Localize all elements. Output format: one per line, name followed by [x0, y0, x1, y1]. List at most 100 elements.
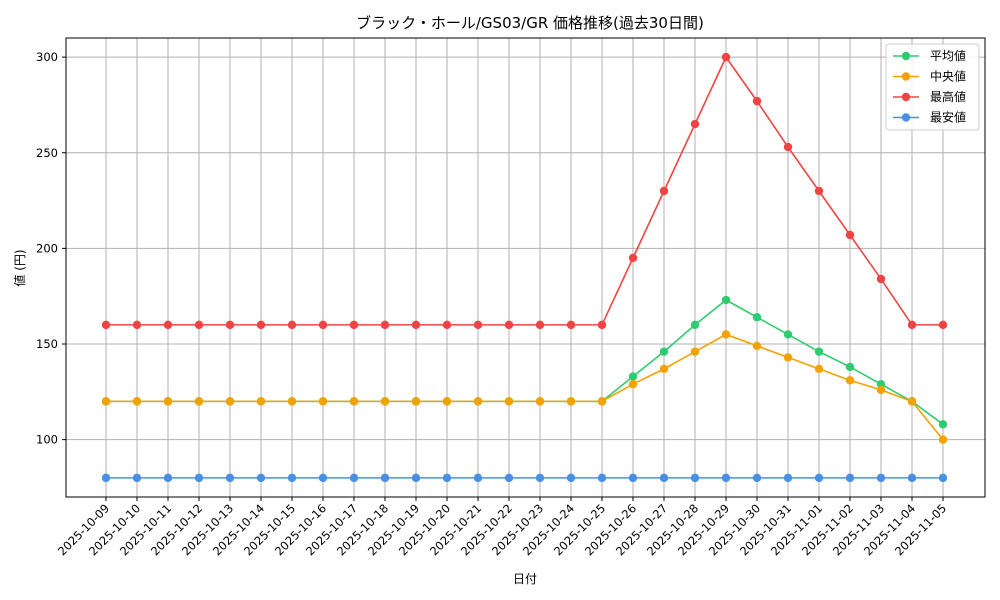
data-point [101, 320, 111, 330]
data-point [690, 119, 700, 129]
data-point [163, 320, 173, 330]
data-point [628, 372, 638, 381]
plot-frame [65, 37, 986, 498]
y-axis-label: 値 (円) [12, 249, 27, 286]
data-point [690, 347, 700, 356]
data-point [876, 473, 886, 483]
legend-marker [901, 51, 911, 61]
data-point [876, 379, 886, 389]
y-tick-label: 250 [36, 146, 58, 160]
data-point [256, 320, 266, 330]
data-point [504, 320, 514, 330]
data-point [411, 320, 421, 330]
data-point [783, 330, 793, 339]
data-point [194, 320, 204, 330]
data-point [597, 473, 607, 483]
data-point [814, 473, 824, 483]
data-point [380, 397, 390, 406]
data-point [907, 320, 917, 330]
x-axis-ticks: 2025-10-092025-10-102025-10-112025-10-12… [55, 497, 949, 558]
data-point [256, 397, 266, 406]
data-point [659, 186, 669, 196]
data-point [411, 473, 421, 483]
data-point [783, 473, 793, 483]
data-point [845, 376, 855, 385]
data-point [256, 473, 266, 483]
data-point [225, 397, 235, 406]
data-point [721, 52, 731, 62]
legend-box [885, 43, 980, 131]
data-point [752, 341, 762, 351]
data-point [690, 320, 700, 330]
data-point [349, 320, 359, 330]
data-point [752, 96, 762, 106]
data-point [318, 397, 328, 406]
data-point [504, 397, 514, 406]
legend-marker [901, 72, 911, 81]
data-point [659, 347, 669, 356]
data-point [380, 473, 390, 483]
data-point [752, 473, 762, 483]
data-point [287, 473, 297, 483]
data-point [690, 473, 700, 483]
data-point [938, 435, 948, 444]
legend-label: 最高値 [930, 89, 966, 104]
data-point [814, 347, 824, 356]
legend-label: 中央値 [930, 69, 966, 84]
data-point [535, 473, 545, 483]
grid [66, 38, 985, 497]
legend-marker [901, 113, 911, 122]
data-point [845, 473, 855, 483]
series-group [101, 52, 948, 483]
data-point [473, 320, 483, 330]
data-point [473, 397, 483, 406]
data-point [907, 397, 917, 406]
y-tick-label: 300 [36, 50, 58, 64]
series-line [106, 299, 944, 425]
series-4 [101, 473, 948, 483]
data-point [349, 397, 359, 406]
y-tick-label: 150 [36, 337, 58, 351]
data-point [101, 473, 111, 483]
data-point [907, 473, 917, 483]
data-point [566, 320, 576, 330]
data-point [473, 473, 483, 483]
data-point [504, 473, 514, 483]
series-line [106, 55, 943, 326]
data-point [628, 473, 638, 483]
data-point [814, 186, 824, 196]
data-point [845, 362, 855, 372]
data-point [814, 364, 824, 374]
data-point [442, 473, 452, 483]
data-point [628, 379, 638, 389]
data-point [566, 473, 576, 483]
data-point [101, 397, 111, 406]
data-point [597, 320, 607, 330]
data-point [225, 320, 235, 330]
series-line [106, 333, 944, 441]
data-point [194, 397, 204, 406]
data-point [752, 313, 762, 322]
series-3 [101, 52, 948, 330]
data-point [535, 320, 545, 330]
data-point [442, 320, 452, 330]
series-2 [101, 330, 948, 444]
data-point [721, 295, 731, 305]
legend-marker [901, 92, 911, 102]
data-point [566, 397, 576, 406]
series-1 [101, 295, 948, 429]
data-point [411, 397, 421, 406]
data-point [225, 473, 235, 483]
data-point [132, 320, 142, 330]
data-point [318, 473, 328, 483]
data-point [132, 397, 142, 406]
data-point [938, 473, 948, 483]
data-point [380, 320, 390, 330]
data-point [659, 473, 669, 483]
data-point [163, 473, 173, 483]
legend-label: 最安値 [930, 110, 966, 125]
data-point [597, 397, 607, 406]
x-axis-label: 日付 [513, 572, 537, 586]
